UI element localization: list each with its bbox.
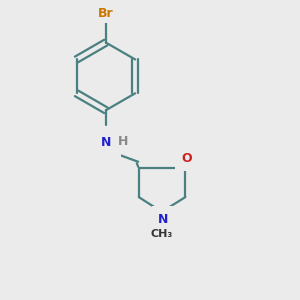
Text: O: O bbox=[182, 152, 192, 165]
Text: CH₃: CH₃ bbox=[151, 229, 173, 239]
Text: H: H bbox=[118, 135, 129, 148]
Text: Br: Br bbox=[98, 7, 114, 20]
Text: N: N bbox=[100, 136, 111, 149]
Text: N: N bbox=[158, 213, 168, 226]
